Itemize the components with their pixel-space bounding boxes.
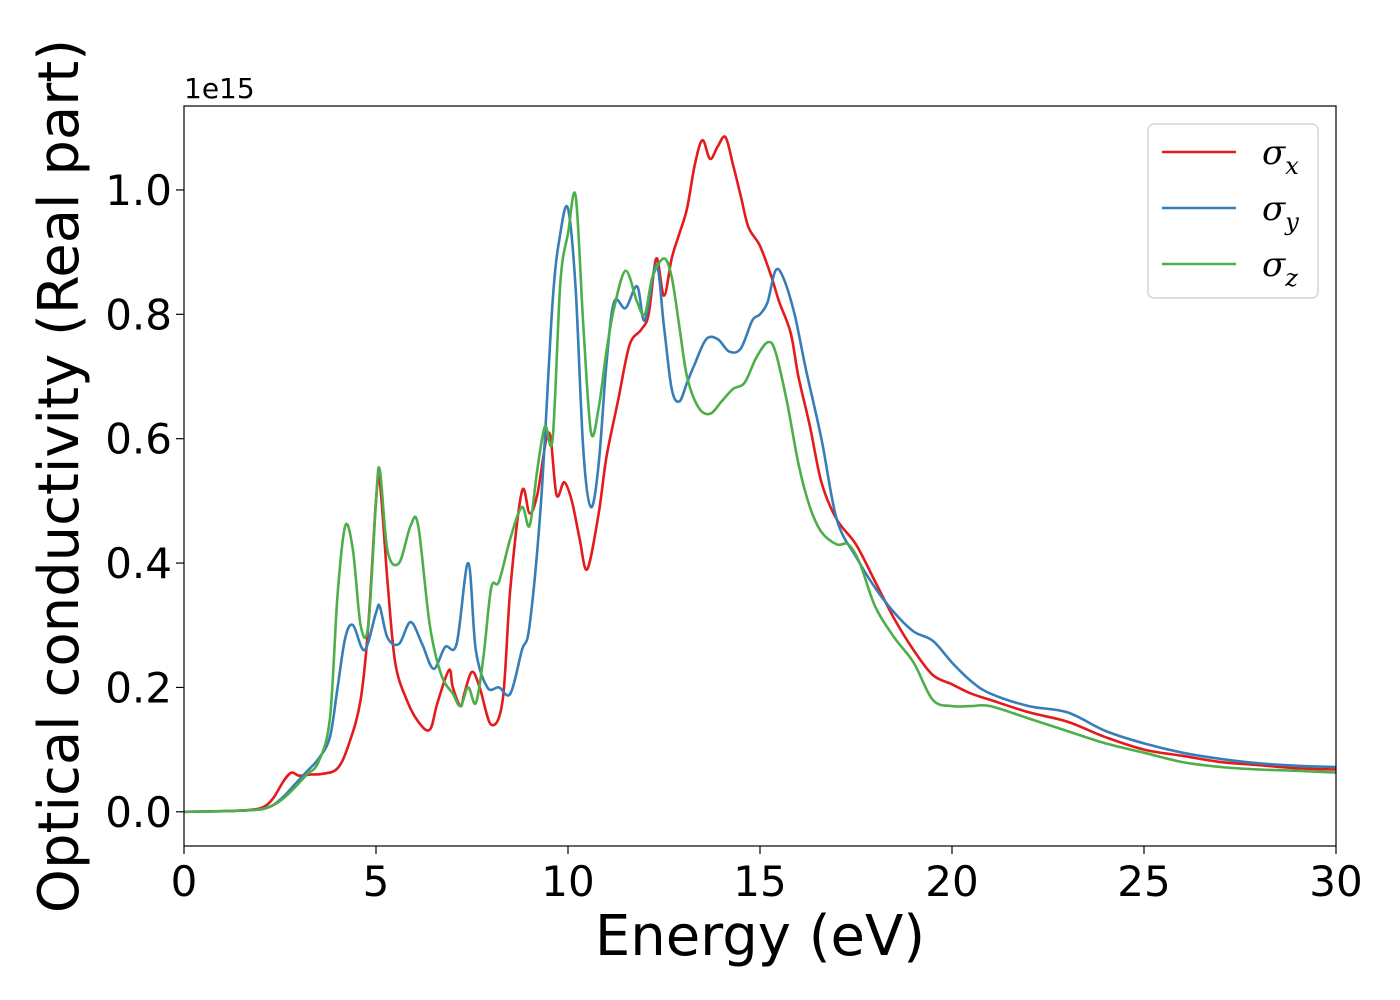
x-tick-label: 30 [1309,857,1362,906]
x-axis-title: Energy (eV) [595,904,925,969]
legend-box [1147,123,1319,299]
y-tick-label: 0.4 [105,539,172,588]
x-tick-label: 5 [363,857,390,906]
y-tick-label: 0.0 [105,788,172,837]
y-tick-label: 0.2 [105,663,172,712]
series-line-z [183,191,1337,814]
y-tick-label: 1.0 [105,166,172,215]
series-line-y [183,205,1337,814]
x-tick-label: 15 [733,857,786,906]
x-tick-label: 10 [541,857,594,906]
x-tick-label: 0 [171,857,198,906]
y-offset-label: 1e15 [184,72,255,105]
y-tick-label: 0.8 [105,290,172,339]
y-tick-label: 0.6 [105,415,172,464]
x-axis: 0 5 10 15 20 25 30 [171,846,1363,906]
legend: σx σy σz [1147,123,1319,299]
x-tick-label: 20 [925,857,978,906]
x-tick-label: 25 [1117,857,1170,906]
legend-label-z: σz [1262,245,1298,292]
series-layer [183,135,1337,814]
legend-label-x: σx [1262,133,1299,180]
y-axis: 0.0 0.2 0.4 0.6 0.8 1.0 [105,166,184,837]
legend-label-y: σy [1262,189,1299,236]
y-axis-title: Optical conductivity (Real part) [27,39,92,913]
